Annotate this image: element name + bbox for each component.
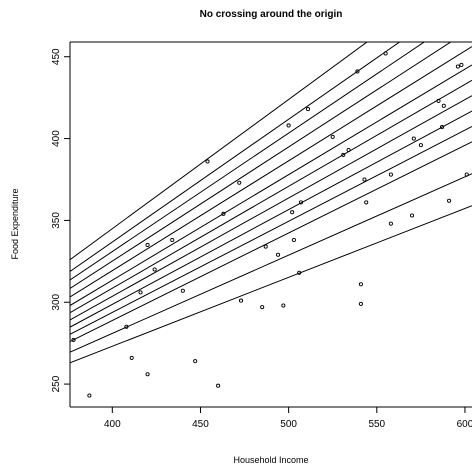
data-point xyxy=(364,200,369,205)
data-point xyxy=(441,103,446,108)
data-point xyxy=(152,267,157,272)
regression-line xyxy=(70,79,472,314)
data-point xyxy=(124,324,129,329)
data-point xyxy=(238,298,244,303)
data-point xyxy=(87,393,92,398)
x-tick-label: 550 xyxy=(368,419,385,430)
data-point xyxy=(260,305,265,310)
regression-line xyxy=(70,205,472,364)
data-point xyxy=(291,237,296,243)
y-tick-label: 300 xyxy=(51,293,62,310)
data-point xyxy=(237,180,242,185)
data-point xyxy=(358,301,363,306)
data-point xyxy=(358,282,363,287)
data-point xyxy=(129,355,134,360)
data-point xyxy=(411,136,416,141)
regression-line xyxy=(70,110,472,328)
y-tick-label: 350 xyxy=(51,212,62,229)
regression-line xyxy=(70,95,472,321)
regression-line xyxy=(70,42,368,261)
data-point xyxy=(341,152,346,157)
regression-line xyxy=(70,141,472,342)
y-axis: 250 300 350 400 450 xyxy=(51,48,70,392)
x-tick-label: 500 xyxy=(280,419,297,430)
data-points xyxy=(71,51,469,398)
chart-title: No crossing around the origin xyxy=(200,9,343,20)
data-point xyxy=(355,69,360,74)
data-point xyxy=(286,123,291,128)
regression-line xyxy=(70,173,472,353)
data-point xyxy=(276,252,281,257)
x-tick-label: 400 xyxy=(104,419,121,430)
data-point xyxy=(263,244,268,249)
data-point xyxy=(170,237,175,243)
data-point xyxy=(221,211,226,216)
regression-line xyxy=(70,42,452,289)
regression-lines xyxy=(70,42,472,364)
data-point xyxy=(447,198,452,203)
data-point xyxy=(362,177,367,182)
plot-frame xyxy=(69,41,472,408)
data-point xyxy=(388,172,393,177)
data-point xyxy=(439,125,445,130)
data-point xyxy=(145,372,150,377)
y-axis-title: Food Expenditure xyxy=(10,188,20,259)
data-point xyxy=(281,303,286,308)
y-tick-label: 250 xyxy=(51,375,62,392)
data-point xyxy=(436,98,441,103)
data-point xyxy=(138,290,143,295)
x-tick-label: 600 xyxy=(457,419,472,430)
data-point xyxy=(455,64,460,69)
data-point xyxy=(410,213,415,218)
data-point xyxy=(464,172,469,177)
data-point xyxy=(205,159,210,164)
data-point xyxy=(383,51,388,56)
data-point xyxy=(216,383,221,388)
data-point xyxy=(290,210,295,215)
regression-line xyxy=(70,42,426,281)
x-tick-label: 450 xyxy=(192,419,209,430)
y-tick-label: 400 xyxy=(51,130,62,147)
data-point xyxy=(346,147,351,153)
data-point xyxy=(71,337,76,342)
x-axis-title: Household Income xyxy=(233,455,308,465)
regression-line xyxy=(70,46,472,298)
data-point xyxy=(180,288,185,293)
regression-line xyxy=(70,126,472,335)
data-point xyxy=(297,270,302,275)
data-point xyxy=(388,221,393,226)
data-point xyxy=(418,143,423,148)
data-point xyxy=(145,242,150,248)
data-point xyxy=(193,359,198,364)
regression-line xyxy=(70,42,401,272)
data-point xyxy=(305,107,311,112)
y-tick-label: 450 xyxy=(51,48,62,65)
data-point xyxy=(298,200,304,205)
regression-line xyxy=(70,64,472,306)
data-point xyxy=(330,134,335,139)
data-point xyxy=(459,62,464,67)
x-axis: 400 450 500 550 600 xyxy=(104,407,472,430)
